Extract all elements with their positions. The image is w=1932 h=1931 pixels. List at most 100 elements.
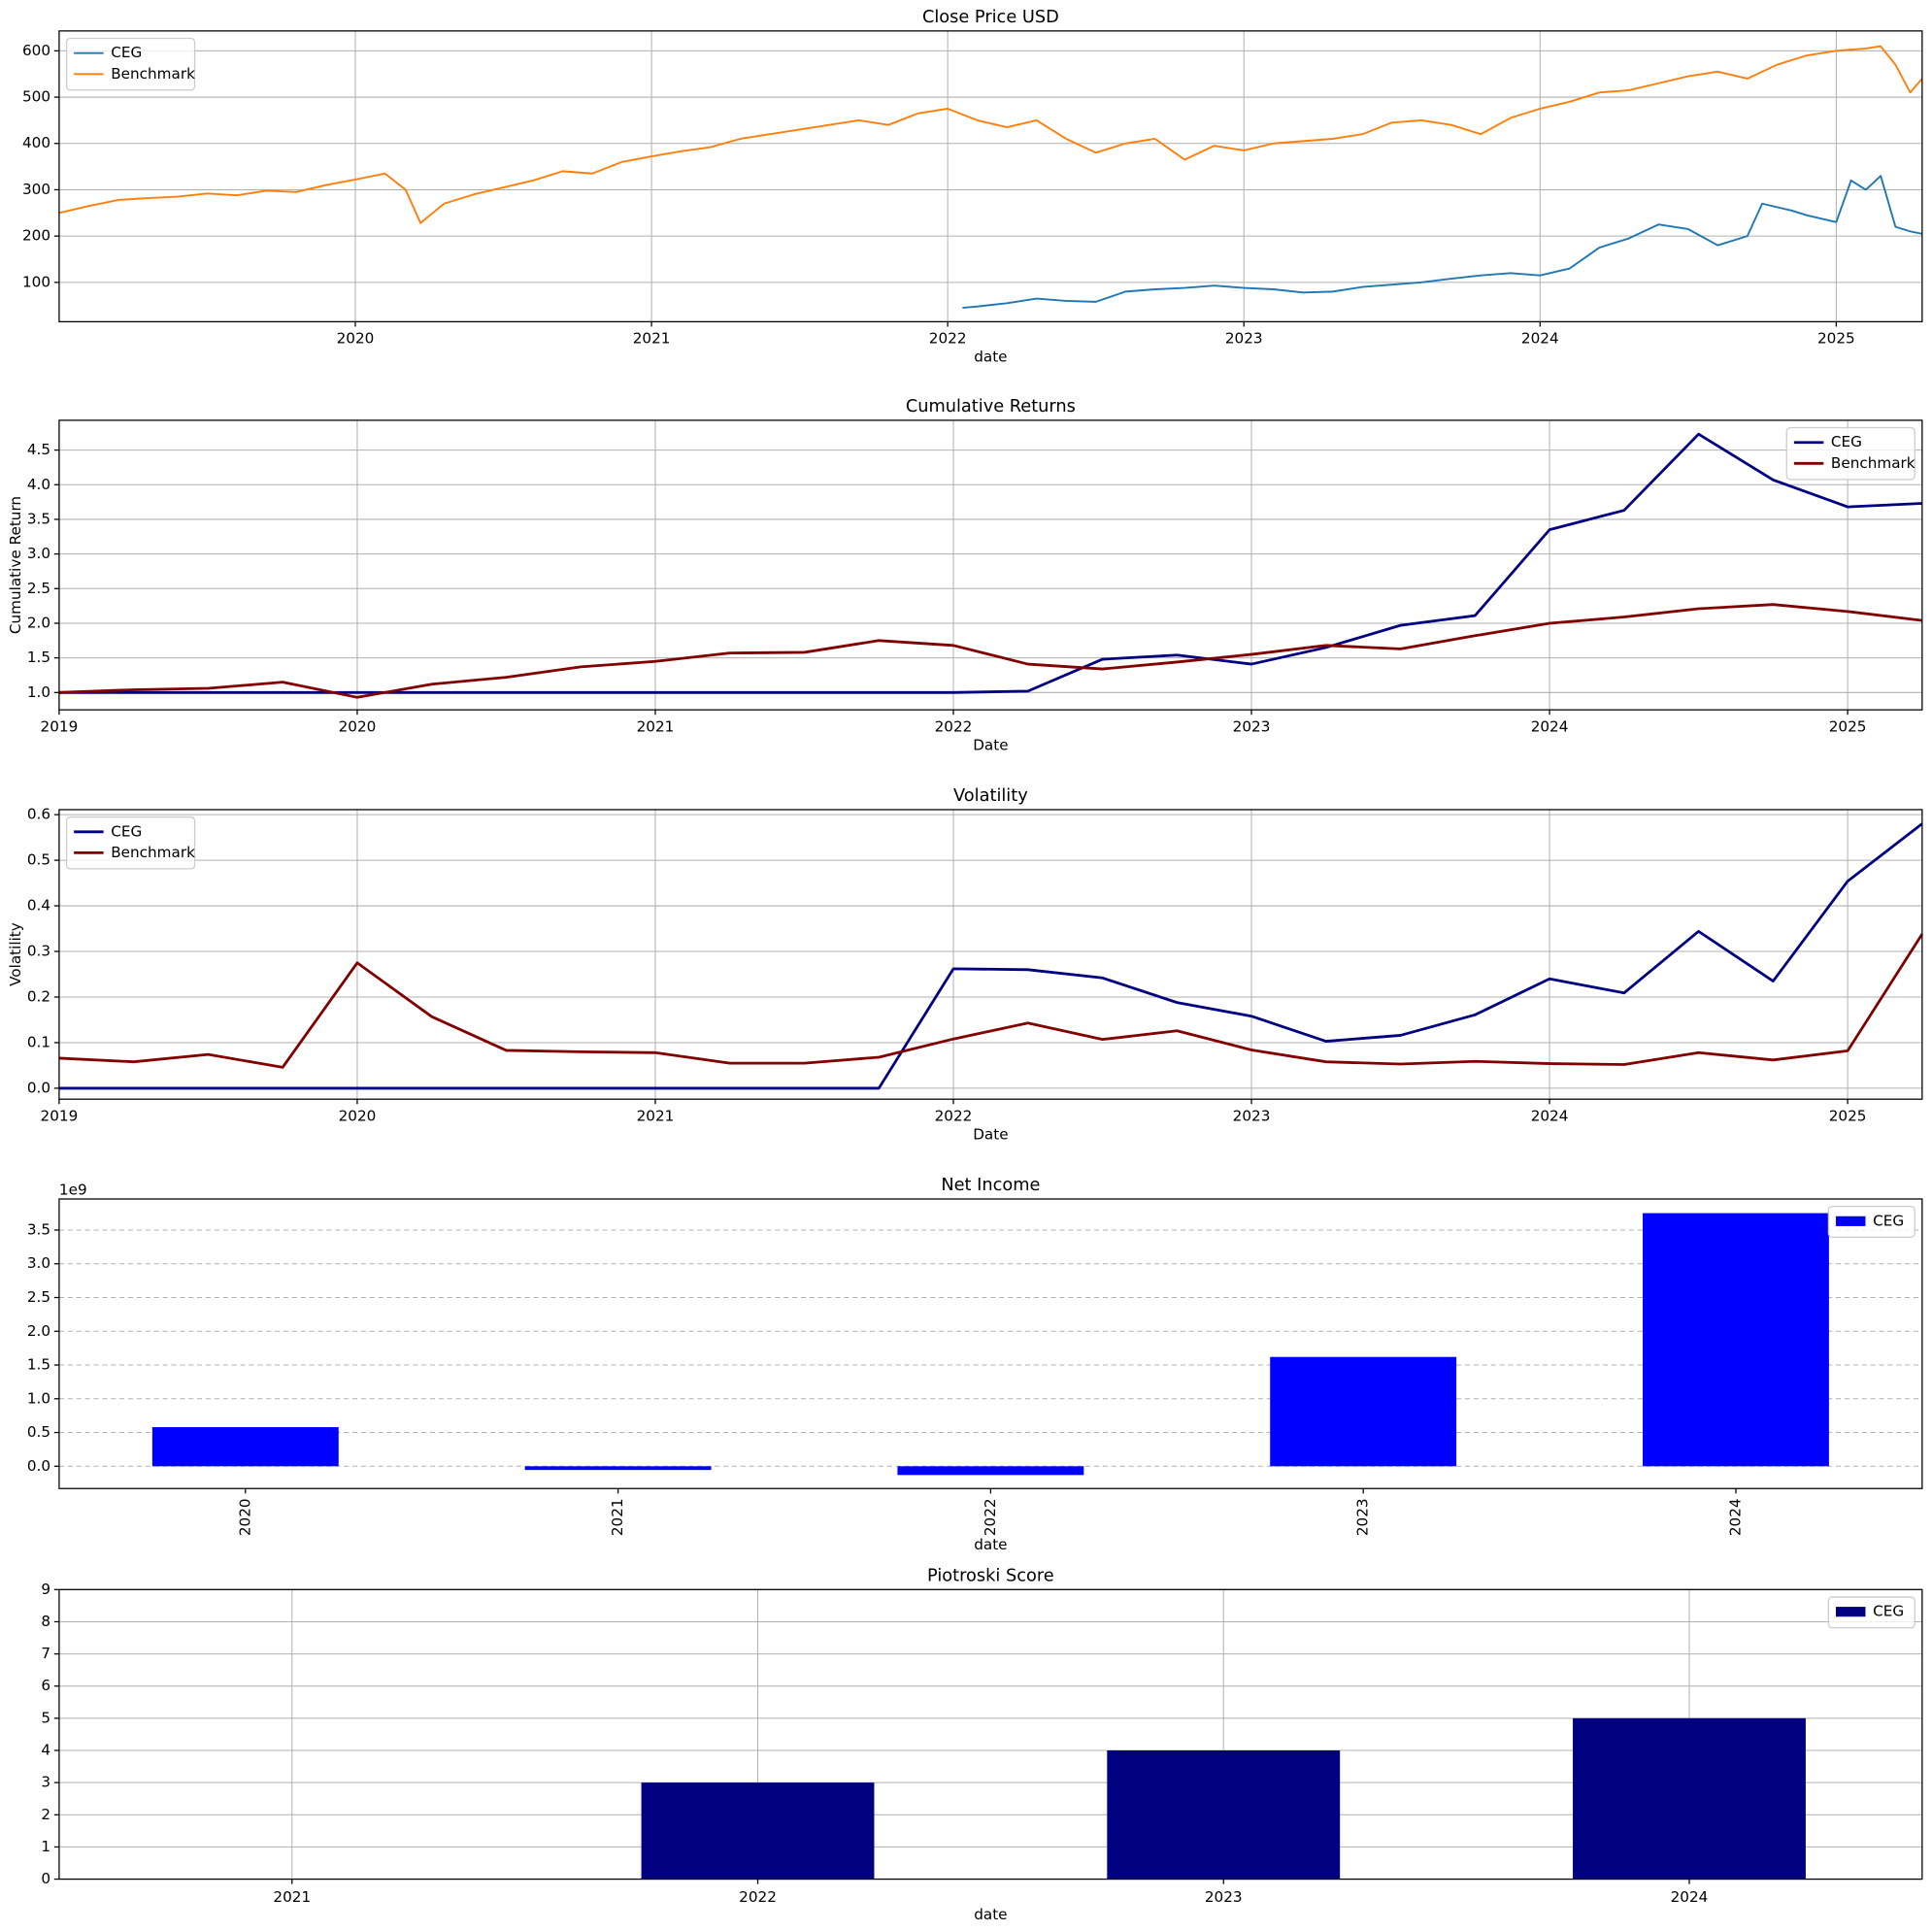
legend-box xyxy=(1827,1596,1915,1629)
y-tick-label: 4.0 xyxy=(27,476,50,493)
y-tick-label: 2.5 xyxy=(27,1288,50,1306)
y-tick-label: 0.1 xyxy=(27,1033,50,1050)
x-tick-label: 2021 xyxy=(273,1888,311,1906)
y-tick-label: 3.5 xyxy=(27,510,50,527)
line xyxy=(58,933,1924,1069)
x-tick-label: 2024 xyxy=(1726,1498,1744,1536)
y-tick-label: 1.0 xyxy=(27,1389,50,1407)
chart-title: Close Price USD xyxy=(922,8,1059,27)
axes-frame xyxy=(58,419,1923,711)
y-axis-label: Volatility xyxy=(7,922,24,986)
y-tick-label: 100 xyxy=(22,273,50,290)
x-tick-label: 2023 xyxy=(1205,1888,1243,1906)
x-tick-label: 2022 xyxy=(935,1107,973,1124)
legend-label: CEG xyxy=(1873,1603,1904,1620)
x-tick-label: 2021 xyxy=(609,1498,626,1536)
legend-label: Benchmark xyxy=(111,65,195,83)
y-tick-label: 1 xyxy=(41,1838,50,1855)
y-tick-label: 1.5 xyxy=(27,1356,50,1374)
x-tick-label: 2020 xyxy=(337,330,375,348)
x-tick-label: 2023 xyxy=(1354,1498,1372,1536)
x-tick-label: 2021 xyxy=(637,1107,675,1124)
y-tick-label: 0.4 xyxy=(27,897,50,915)
y-tick-label: 0.6 xyxy=(27,806,50,823)
y-tick-label: 0.2 xyxy=(27,987,50,1005)
y-tick-label: 9 xyxy=(41,1581,50,1598)
x-tick-label: 2024 xyxy=(1531,1107,1569,1124)
legend-label: CEG xyxy=(1873,1212,1904,1229)
y-tick-label: 400 xyxy=(22,134,50,151)
bar xyxy=(151,1426,339,1467)
y-tick-label: 4 xyxy=(41,1742,50,1759)
y-tick-label: 300 xyxy=(22,181,50,198)
legend-swatch xyxy=(1836,1607,1866,1617)
bar xyxy=(1643,1213,1829,1467)
x-tick-label: 2025 xyxy=(1829,717,1867,735)
y-tick-label: 0.0 xyxy=(27,1079,50,1096)
x-tick-label: 2025 xyxy=(1817,330,1855,348)
x-tick-label: 2023 xyxy=(1225,330,1263,348)
y-tick-label: 7 xyxy=(41,1645,50,1662)
bar xyxy=(1107,1750,1341,1880)
axes-frame xyxy=(58,1198,1923,1489)
axes-frame xyxy=(58,809,1923,1100)
y-tick-label: 500 xyxy=(22,88,50,106)
x-tick-label: 2024 xyxy=(1531,717,1569,735)
y-axis-label: Cumulative Return xyxy=(7,496,24,634)
x-tick-label: 2020 xyxy=(339,717,377,735)
y-tick-label: 3 xyxy=(41,1774,50,1791)
legend-box xyxy=(1827,1205,1915,1238)
y-tick-label: 0.5 xyxy=(27,851,50,869)
y-tick-label: 0.3 xyxy=(27,943,50,960)
chart-title: Net Income xyxy=(941,1176,1040,1195)
line xyxy=(58,603,1923,699)
y-tick-label: 0.5 xyxy=(27,1423,50,1441)
y-tick-label: 3.5 xyxy=(27,1220,50,1238)
legend-box xyxy=(1785,426,1915,481)
legend-label: CEG xyxy=(1831,433,1862,450)
y-tick-label: 2.0 xyxy=(27,1322,50,1340)
chart-title: Piotroski Score xyxy=(927,1566,1054,1585)
y-tick-label: 1.5 xyxy=(27,649,50,666)
x-tick-label: 2019 xyxy=(41,1107,79,1124)
x-tick-label: 2025 xyxy=(1829,1107,1867,1124)
y-tick-label: 2.5 xyxy=(27,580,50,597)
y-tick-label: 200 xyxy=(22,227,50,245)
bar xyxy=(1270,1356,1457,1467)
x-axis-label: date xyxy=(974,1906,1007,1923)
chart-title: Cumulative Returns xyxy=(906,397,1076,416)
x-tick-label: 2019 xyxy=(41,717,79,735)
legend-box xyxy=(65,816,196,870)
y-tick-label: 3.0 xyxy=(27,1254,50,1272)
x-tick-label: 2021 xyxy=(633,330,671,348)
y-tick-label: 8 xyxy=(41,1613,50,1630)
legend-box xyxy=(65,37,196,91)
x-axis-label: date xyxy=(974,1536,1007,1553)
bar xyxy=(1573,1717,1806,1880)
y-tick-label: 2 xyxy=(41,1806,50,1823)
x-axis-label: date xyxy=(974,349,1007,366)
y-tick-label: 0.0 xyxy=(27,1457,50,1475)
x-tick-label: 2022 xyxy=(739,1888,777,1906)
x-axis-label: Date xyxy=(973,736,1008,753)
y-tick-label: 600 xyxy=(22,42,50,59)
line xyxy=(58,822,1923,1090)
y-tick-label: 6 xyxy=(41,1677,50,1694)
y-tick-label: 1.0 xyxy=(27,683,50,701)
y-tick-label: 2.0 xyxy=(27,614,50,631)
axes-frame xyxy=(58,30,1923,323)
x-tick-label: 2022 xyxy=(929,330,967,348)
legend-label: Benchmark xyxy=(111,844,195,861)
legend-label: CEG xyxy=(111,822,142,840)
x-axis-label: Date xyxy=(973,1126,1008,1144)
bar xyxy=(524,1466,712,1471)
x-tick-label: 2023 xyxy=(1233,717,1271,735)
y-tick-label: 5 xyxy=(41,1709,50,1726)
x-tick-label: 2024 xyxy=(1671,1888,1709,1906)
offset-label: 1e9 xyxy=(59,1182,87,1199)
x-tick-label: 2024 xyxy=(1521,330,1559,348)
y-tick-label: 4.5 xyxy=(27,441,50,458)
chart-title: Volatility xyxy=(953,786,1028,806)
